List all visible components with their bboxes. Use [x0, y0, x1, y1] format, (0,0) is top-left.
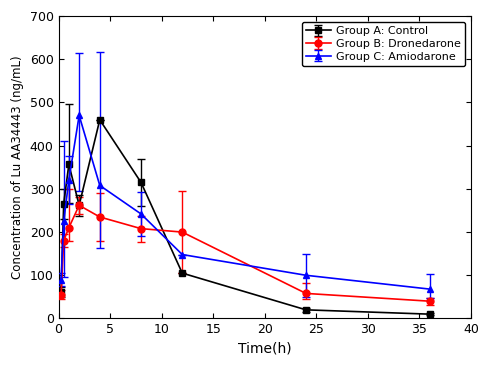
- Y-axis label: Concentration of Lu AA34443 (ng/mL): Concentration of Lu AA34443 (ng/mL): [11, 55, 24, 279]
- Legend: Group A: Control, Group B: Dronedarone, Group C: Amiodarone: Group A: Control, Group B: Dronedarone, …: [302, 22, 465, 66]
- X-axis label: Time(h): Time(h): [238, 342, 292, 356]
